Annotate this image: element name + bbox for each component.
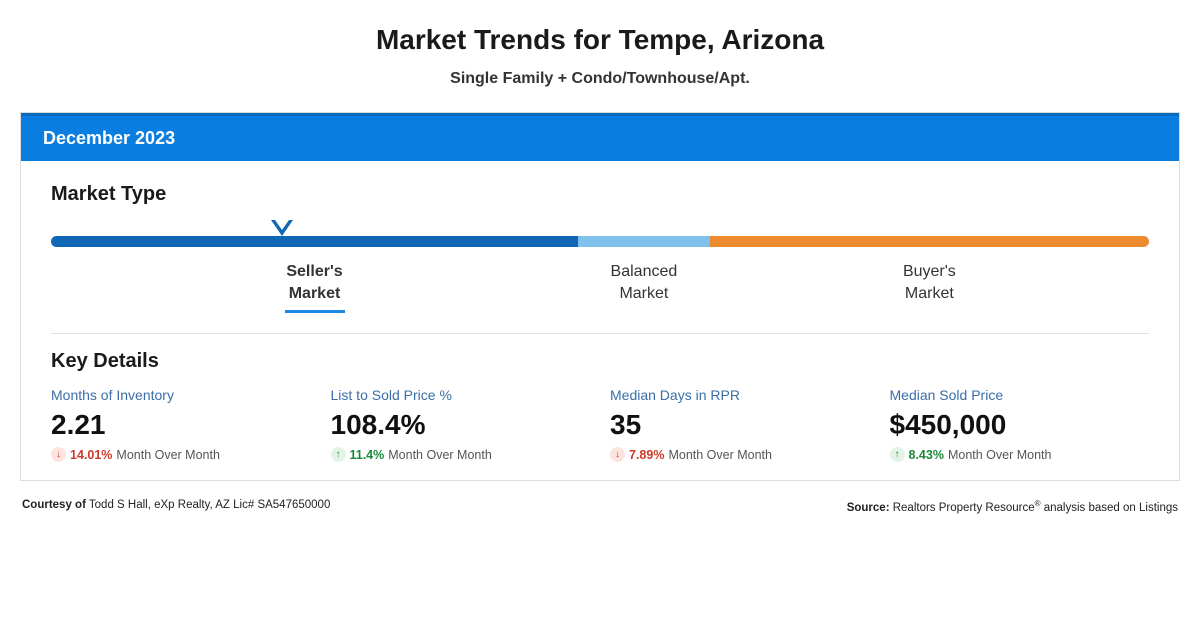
key-details-grid: Months of Inventory 2.21 ↓ 14.01% Month Over… <box>51 387 1149 462</box>
arrow-down-icon: ↓ <box>51 447 66 462</box>
change-percent: 8.43% <box>909 448 944 462</box>
metric-label: Months of Inventory <box>51 387 311 403</box>
metric-value: $450,000 <box>890 409 1150 441</box>
metric-label: Median Sold Price <box>890 387 1150 403</box>
market-type-pointer <box>271 220 293 236</box>
metric-value: 35 <box>610 409 870 441</box>
metric-change: ↓ 7.89% Month Over Month <box>610 447 870 462</box>
report-card: December 2023 Market Type Seller'sMarket… <box>20 112 1180 481</box>
key-detail-item: Median Sold Price $450,000 ↑ 8.43% Month Ove… <box>890 387 1150 462</box>
metric-change: ↑ 11.4%Month Over Month <box>331 447 591 462</box>
change-period: Month Over Month <box>116 448 220 462</box>
market-type-label: BalancedMarket <box>578 261 710 313</box>
metric-value: 2.21 <box>51 409 311 441</box>
change-percent: 14.01% <box>70 448 112 462</box>
change-percent: 7.89% <box>629 448 664 462</box>
metric-change: ↓ 14.01% Month Over Month <box>51 447 311 462</box>
metric-change: ↑ 8.43% Month Over Month <box>890 447 1150 462</box>
market-type-label: Buyer'sMarket <box>710 261 1149 313</box>
arrow-up-icon: ↑ <box>331 447 346 462</box>
key-details-title: Key Details <box>51 350 1149 373</box>
market-type-title: Market Type <box>51 183 1149 206</box>
change-period: Month Over Month <box>388 448 492 462</box>
arrow-up-icon: ↑ <box>890 447 905 462</box>
market-type-gauge: Seller'sMarketBalancedMarketBuyer'sMarke… <box>51 236 1149 313</box>
market-type-bar <box>51 236 1149 247</box>
period-header: December 2023 <box>21 113 1179 161</box>
market-type-segment <box>710 236 1149 247</box>
metric-value: 108.4% <box>331 409 591 441</box>
market-type-label: Seller'sMarket <box>51 261 578 313</box>
page-title: Market Trends for Tempe, Arizona <box>0 0 1200 56</box>
key-detail-item: List to Sold Price % 108.4% ↑ 11.4%Month Ov… <box>331 387 591 462</box>
courtesy-text: Courtesy of Todd S Hall, eXp Realty, AZ … <box>22 499 330 514</box>
market-type-labels: Seller'sMarketBalancedMarketBuyer'sMarke… <box>51 261 1149 313</box>
market-type-segment <box>51 236 578 247</box>
key-detail-item: Median Days in RPR 35 ↓ 7.89% Month Over Mon… <box>610 387 870 462</box>
metric-label: List to Sold Price % <box>331 387 591 403</box>
key-detail-item: Months of Inventory 2.21 ↓ 14.01% Month Over… <box>51 387 311 462</box>
source-text: Source: Realtors Property Resource® anal… <box>847 499 1178 514</box>
footer: Courtesy of Todd S Hall, eXp Realty, AZ … <box>0 491 1200 514</box>
change-period: Month Over Month <box>668 448 772 462</box>
divider <box>51 333 1149 334</box>
page-subtitle: Single Family + Condo/Townhouse/Apt. <box>0 70 1200 88</box>
change-period: Month Over Month <box>948 448 1052 462</box>
change-percent: 11.4% <box>350 448 385 462</box>
metric-label: Median Days in RPR <box>610 387 870 403</box>
arrow-down-icon: ↓ <box>610 447 625 462</box>
market-type-segment <box>578 236 710 247</box>
